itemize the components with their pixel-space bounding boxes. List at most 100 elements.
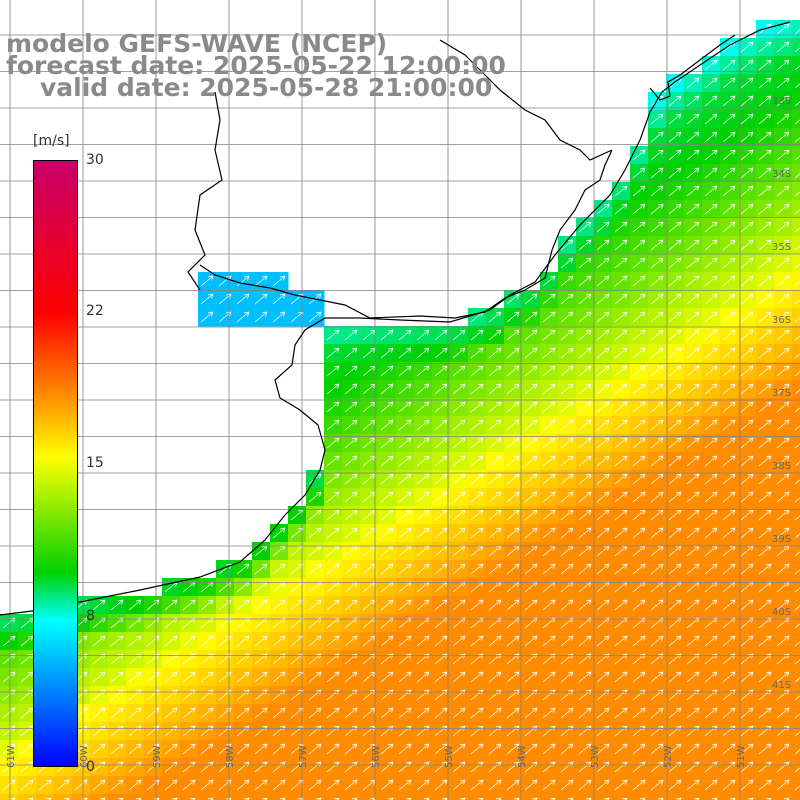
wind-arrow bbox=[740, 113, 754, 125]
wind-arrow bbox=[650, 149, 664, 161]
wind-arrow bbox=[578, 707, 592, 719]
wind-arrow bbox=[416, 743, 430, 755]
wind-arrow bbox=[632, 221, 646, 233]
wind-arrow bbox=[470, 707, 484, 719]
wind-arrow bbox=[380, 473, 394, 485]
wind-cell bbox=[594, 794, 613, 800]
wind-arrow bbox=[236, 761, 250, 773]
wind-arrow bbox=[632, 401, 646, 413]
wind-arrow bbox=[596, 635, 610, 647]
longitude-label: 58W bbox=[225, 745, 236, 768]
wind-arrow bbox=[452, 527, 466, 539]
wind-cell bbox=[792, 488, 800, 507]
wind-arrow bbox=[506, 329, 520, 341]
wind-arrow bbox=[488, 743, 502, 755]
wind-cell bbox=[792, 362, 800, 381]
wind-arrow bbox=[524, 419, 538, 431]
wind-arrow bbox=[542, 635, 556, 647]
wind-arrow bbox=[380, 491, 394, 503]
wind-arrow bbox=[794, 569, 800, 575]
wind-arrow bbox=[434, 491, 448, 503]
wind-arrow bbox=[650, 311, 664, 323]
wind-arrow bbox=[650, 437, 664, 449]
wind-arrow bbox=[794, 335, 800, 341]
wind-arrow bbox=[650, 203, 664, 215]
wind-arrow bbox=[434, 761, 448, 773]
wind-arrow bbox=[722, 167, 736, 179]
wind-arrow bbox=[398, 419, 412, 431]
wind-arrow bbox=[470, 419, 484, 431]
wind-arrow bbox=[434, 527, 448, 539]
wind-arrow bbox=[794, 29, 800, 35]
wind-arrow bbox=[614, 455, 628, 467]
wind-arrow bbox=[686, 311, 700, 323]
wind-arrow bbox=[596, 239, 610, 251]
wind-arrow bbox=[578, 671, 592, 683]
wind-arrow bbox=[632, 275, 646, 287]
wind-arrow bbox=[740, 491, 754, 503]
wind-arrow bbox=[272, 527, 286, 539]
wind-arrow bbox=[308, 311, 322, 323]
wind-arrow bbox=[452, 329, 466, 341]
wind-arrow bbox=[686, 473, 700, 485]
wind-arrow bbox=[506, 563, 520, 575]
wind-arrow bbox=[686, 707, 700, 719]
wind-arrow bbox=[794, 83, 800, 89]
wind-arrow bbox=[524, 473, 538, 485]
wind-arrow bbox=[326, 707, 340, 719]
wind-arrow bbox=[488, 509, 502, 521]
wind-arrow bbox=[506, 491, 520, 503]
wind-arrow bbox=[776, 95, 790, 107]
wind-arrow bbox=[236, 563, 250, 575]
wind-arrow bbox=[740, 293, 754, 305]
wind-arrow bbox=[740, 761, 754, 773]
longitude-label: 57W bbox=[298, 745, 309, 768]
wind-arrow bbox=[236, 671, 250, 683]
wind-arrow bbox=[416, 365, 430, 377]
wind-cell bbox=[792, 128, 800, 147]
wind-arrow bbox=[614, 293, 628, 305]
wind-arrow bbox=[398, 383, 412, 395]
wind-arrow bbox=[434, 671, 448, 683]
wind-arrow bbox=[326, 563, 340, 575]
wind-arrow bbox=[416, 455, 430, 467]
wind-arrow bbox=[632, 707, 646, 719]
latitude-label: 37S bbox=[772, 388, 791, 399]
wind-arrow bbox=[416, 527, 430, 539]
wind-arrow bbox=[722, 743, 736, 755]
wind-arrow bbox=[416, 437, 430, 449]
wind-arrow bbox=[542, 761, 556, 773]
wind-arrow bbox=[542, 779, 556, 791]
wind-arrow bbox=[740, 455, 754, 467]
wind-arrow bbox=[200, 671, 214, 683]
wind-arrow bbox=[254, 311, 268, 323]
wind-arrow bbox=[686, 635, 700, 647]
wind-arrow bbox=[668, 149, 682, 161]
latitude-label: 39S bbox=[772, 534, 791, 545]
wind-arrow bbox=[398, 437, 412, 449]
wind-arrow bbox=[740, 77, 754, 89]
wind-arrow bbox=[416, 329, 430, 341]
wind-arrow bbox=[560, 527, 574, 539]
wind-arrow bbox=[704, 707, 718, 719]
wind-arrow bbox=[596, 761, 610, 773]
wind-arrow bbox=[758, 635, 772, 647]
wind-cell bbox=[792, 38, 800, 57]
longitude-label: 51W bbox=[736, 745, 747, 768]
wind-arrow bbox=[578, 293, 592, 305]
wind-arrow bbox=[704, 671, 718, 683]
wind-arrow bbox=[200, 275, 214, 287]
wind-arrow bbox=[560, 671, 574, 683]
latitude-label: 34S bbox=[772, 169, 791, 180]
wind-arrow bbox=[488, 347, 502, 359]
wind-arrow bbox=[524, 599, 538, 611]
wind-arrow bbox=[632, 509, 646, 521]
wind-cell bbox=[774, 794, 793, 800]
wind-arrow bbox=[506, 743, 520, 755]
wind-arrow bbox=[236, 311, 250, 323]
wind-arrow bbox=[776, 23, 790, 35]
wind-arrow bbox=[794, 461, 800, 467]
colorbar-unit: [m/s] bbox=[33, 133, 70, 149]
wind-arrow bbox=[776, 239, 790, 251]
wind-arrow bbox=[326, 455, 340, 467]
